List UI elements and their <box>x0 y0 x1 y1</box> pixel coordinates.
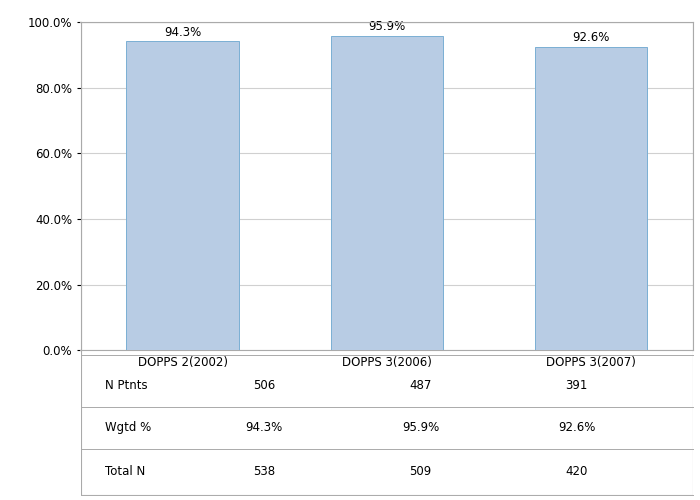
Text: 94.3%: 94.3% <box>164 26 201 38</box>
Bar <box>127 41 239 350</box>
Text: Wgtd %: Wgtd % <box>105 422 151 434</box>
Text: 95.9%: 95.9% <box>402 422 439 434</box>
Text: 509: 509 <box>410 464 432 477</box>
Text: 506: 506 <box>253 380 275 392</box>
Bar <box>535 46 647 350</box>
Text: 420: 420 <box>566 464 588 477</box>
Text: 92.6%: 92.6% <box>572 31 610 44</box>
Text: 95.9%: 95.9% <box>368 20 405 34</box>
Text: 487: 487 <box>410 380 432 392</box>
Text: 391: 391 <box>566 380 588 392</box>
Text: 538: 538 <box>253 464 275 477</box>
Bar <box>330 36 443 350</box>
Text: 92.6%: 92.6% <box>558 422 595 434</box>
Text: 94.3%: 94.3% <box>246 422 283 434</box>
Text: Total N: Total N <box>105 464 146 477</box>
Text: N Ptnts: N Ptnts <box>105 380 148 392</box>
